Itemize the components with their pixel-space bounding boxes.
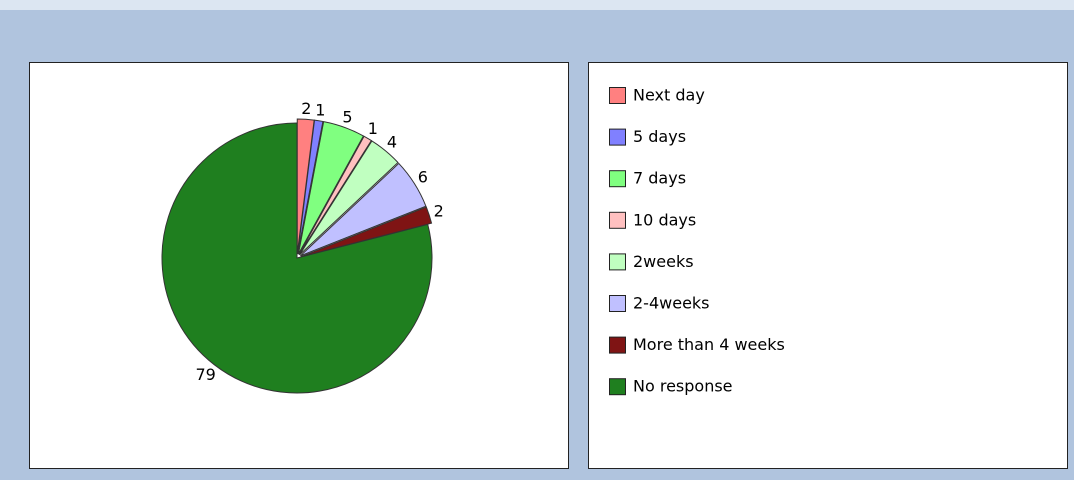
legend-label: 2-4weeks xyxy=(633,294,710,313)
legend-label: 5 days xyxy=(633,127,686,146)
legend-swatch xyxy=(609,87,626,104)
slice-label: 2 xyxy=(301,99,311,118)
pie-slice xyxy=(298,135,373,255)
slice-label: 79 xyxy=(195,365,215,384)
legend-label: More than 4 weeks xyxy=(633,335,785,354)
slice-label: 6 xyxy=(418,168,428,187)
slice-label: 1 xyxy=(315,100,325,119)
slice-label: 1 xyxy=(368,119,378,138)
legend: Next day 5 days 7 days 10 days 2weeks 2-4week… xyxy=(609,86,785,396)
legend-label: 10 days xyxy=(633,210,696,229)
legend-swatch xyxy=(609,170,626,188)
slice-label: 4 xyxy=(387,133,397,152)
legend-label: 2weeks xyxy=(633,252,694,271)
pie-slice xyxy=(299,140,399,256)
pie-slice xyxy=(300,162,427,257)
pie-slice xyxy=(161,122,433,394)
slice-label: 2 xyxy=(434,201,444,220)
pie-slice xyxy=(297,119,324,255)
legend-panel xyxy=(588,62,1068,469)
legend-label: No response xyxy=(633,377,733,396)
pie-slice xyxy=(297,121,365,255)
legend-label: Next day xyxy=(633,86,705,105)
legend-swatch xyxy=(609,253,626,271)
legend-swatch xyxy=(609,378,626,396)
legend-label: 7 days xyxy=(633,169,686,188)
legend-swatch xyxy=(609,336,626,354)
slice-label: 5 xyxy=(342,107,352,126)
legend-swatch xyxy=(609,128,626,146)
legend-swatch xyxy=(609,211,626,229)
pie-slice xyxy=(300,206,433,258)
legend-swatch xyxy=(609,295,626,312)
top-strip xyxy=(0,0,1074,10)
